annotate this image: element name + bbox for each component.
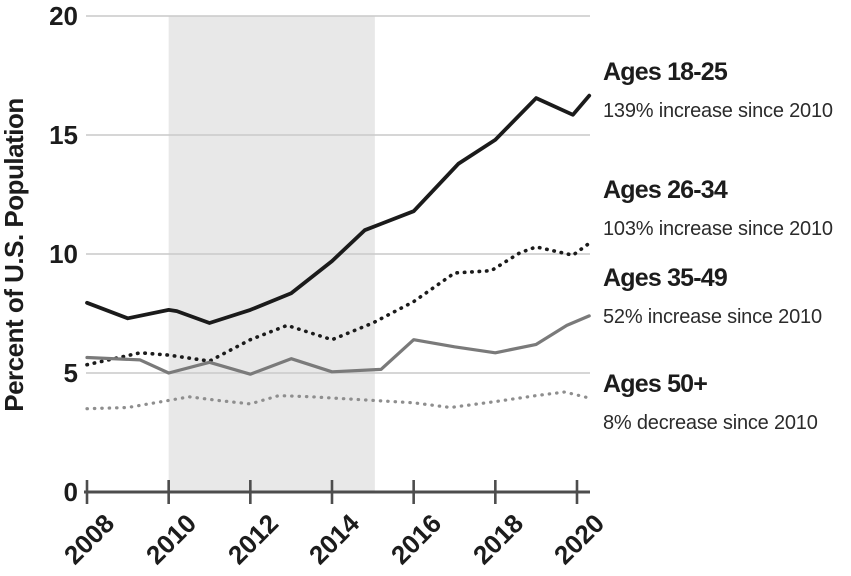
legend-entry-ages-26-34: Ages 26-34 103% increase since 2010 xyxy=(603,176,833,240)
series-line-2 xyxy=(85,314,591,376)
legend: Ages 18-25 139% increase since 2010 Ages… xyxy=(603,0,851,576)
legend-title: Ages 35-49 xyxy=(603,264,728,292)
legend-title: Ages 26-34 xyxy=(603,176,728,204)
legend-title: Ages 18-25 xyxy=(603,58,728,86)
y-tick-label: 10 xyxy=(49,239,78,269)
y-tick-label: 15 xyxy=(49,120,78,150)
legend-subtitle: 103% increase since 2010 xyxy=(603,218,833,240)
series-line-0 xyxy=(85,93,592,325)
legend-subtitle: 8% decrease since 2010 xyxy=(603,412,818,434)
y-tick-label: 5 xyxy=(63,358,78,388)
series-line-1 xyxy=(85,241,592,367)
legend-entry-ages-18-25: Ages 18-25 139% increase since 2010 xyxy=(603,58,833,122)
y-tick-label: 20 xyxy=(49,1,78,31)
legend-title: Ages 50+ xyxy=(603,370,708,398)
legend-subtitle: 139% increase since 2010 xyxy=(603,100,833,122)
series-line-3 xyxy=(85,390,591,411)
y-tick-label: 0 xyxy=(63,477,78,507)
legend-entry-ages-35-49: Ages 35-49 52% increase since 2010 xyxy=(603,264,822,328)
legend-entry-ages-50plus: Ages 50+ 8% decrease since 2010 xyxy=(603,370,818,434)
legend-subtitle: 52% increase since 2010 xyxy=(603,306,822,328)
